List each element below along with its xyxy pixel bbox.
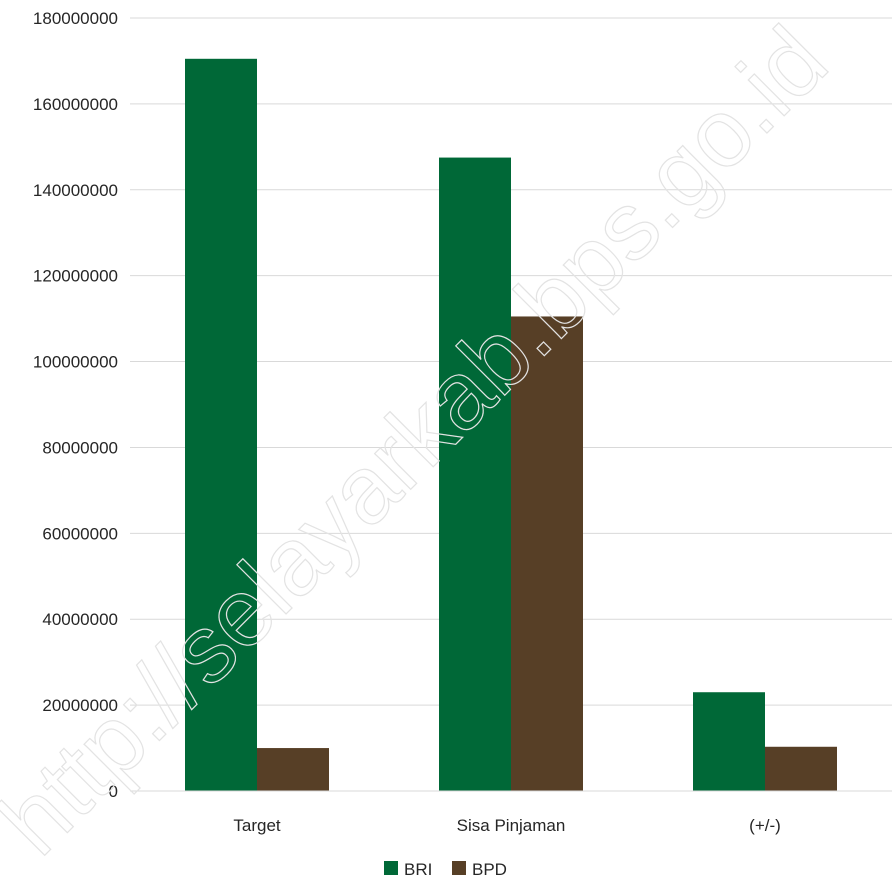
y-tick-label: 140000000 xyxy=(33,181,118,200)
y-tick-label: 40000000 xyxy=(42,610,118,629)
bar-bpd-2 xyxy=(765,746,837,791)
y-tick-label: 160000000 xyxy=(33,95,118,114)
x-category-label: Target xyxy=(233,816,281,835)
y-tick-label: 20000000 xyxy=(42,696,118,715)
x-category-label: Sisa Pinjaman xyxy=(457,816,566,835)
legend-swatch-bri xyxy=(384,861,398,875)
bar-bri-2 xyxy=(693,692,765,791)
bar-bpd-0 xyxy=(257,748,329,791)
legend: BRI BPD xyxy=(384,860,507,879)
y-tick-label: 100000000 xyxy=(33,353,118,372)
bars xyxy=(185,58,837,791)
bar-bri-0 xyxy=(185,58,257,791)
y-tick-label: 180000000 xyxy=(33,9,118,28)
y-tick-label: 60000000 xyxy=(42,524,118,543)
y-tick-label: 0 xyxy=(109,782,118,801)
x-category-label: (+/-) xyxy=(749,816,781,835)
bar-bri-1 xyxy=(439,157,511,791)
y-tick-label: 120000000 xyxy=(33,267,118,286)
y-axis-tick-labels: 0 20000000 40000000 60000000 80000000 1000000… xyxy=(33,9,118,801)
y-tick-label: 80000000 xyxy=(42,438,118,457)
bar-bpd-1 xyxy=(511,316,583,791)
legend-label-bri: BRI xyxy=(404,860,432,879)
legend-swatch-bpd xyxy=(452,861,466,875)
x-axis-category-labels: Target Sisa Pinjaman (+/-) xyxy=(233,816,780,835)
legend-label-bpd: BPD xyxy=(472,860,507,879)
